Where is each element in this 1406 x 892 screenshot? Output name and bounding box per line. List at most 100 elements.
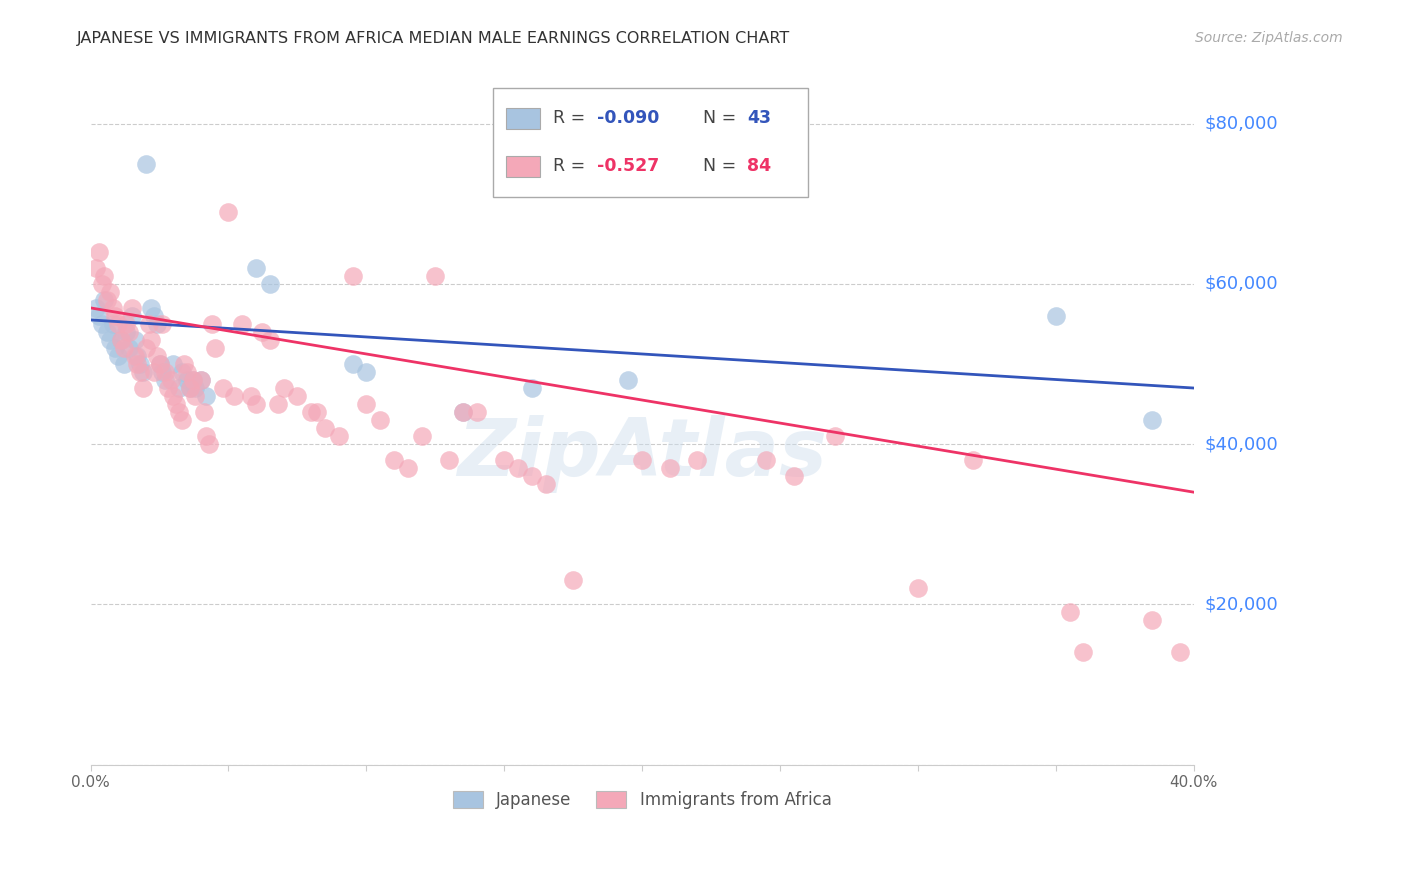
Point — [135, 157, 157, 171]
Point — [212, 381, 235, 395]
Point — [176, 365, 198, 379]
Point — [562, 574, 585, 588]
Point — [686, 453, 709, 467]
Point — [90, 277, 112, 291]
Point — [148, 357, 170, 371]
Text: R =: R = — [553, 110, 591, 128]
Point — [259, 277, 281, 291]
Point — [121, 301, 143, 315]
Point — [107, 349, 129, 363]
Point — [520, 381, 543, 395]
Point — [534, 477, 557, 491]
Point — [631, 453, 654, 467]
Point — [273, 381, 295, 395]
Point — [84, 260, 107, 275]
Point — [245, 397, 267, 411]
Text: $60,000: $60,000 — [1205, 275, 1278, 293]
Point — [382, 453, 405, 467]
Text: $80,000: $80,000 — [1205, 115, 1278, 133]
Point — [146, 349, 169, 363]
Point — [356, 365, 378, 379]
Point — [124, 349, 146, 363]
Point — [299, 405, 322, 419]
Point — [162, 389, 184, 403]
Point — [755, 453, 778, 467]
Point — [173, 357, 195, 371]
Point — [132, 381, 155, 395]
Point — [218, 204, 240, 219]
FancyBboxPatch shape — [506, 156, 540, 177]
Point — [96, 293, 118, 307]
Text: $40,000: $40,000 — [1205, 435, 1278, 453]
Point — [127, 349, 149, 363]
Point — [184, 389, 207, 403]
Point — [110, 333, 132, 347]
Point — [368, 413, 391, 427]
Point — [150, 317, 173, 331]
Point — [267, 397, 290, 411]
Point — [165, 397, 187, 411]
Point — [396, 461, 419, 475]
Point — [150, 365, 173, 379]
Point — [181, 373, 204, 387]
Text: Source: ZipAtlas.com: Source: ZipAtlas.com — [1195, 31, 1343, 45]
Point — [129, 357, 152, 371]
Point — [195, 389, 218, 403]
Point — [824, 429, 846, 443]
Point — [617, 373, 640, 387]
Point — [118, 325, 141, 339]
Point — [110, 333, 132, 347]
Point — [87, 309, 110, 323]
Point — [135, 341, 157, 355]
Text: N =: N = — [703, 110, 741, 128]
FancyBboxPatch shape — [506, 108, 540, 129]
Point — [195, 429, 218, 443]
Point — [1168, 645, 1191, 659]
Point — [222, 389, 245, 403]
Text: R =: R = — [553, 158, 591, 176]
Point — [132, 365, 155, 379]
Point — [658, 461, 681, 475]
Point — [170, 365, 193, 379]
Point — [520, 469, 543, 483]
Point — [198, 437, 221, 451]
Point — [115, 317, 138, 331]
Point — [1073, 645, 1095, 659]
Point — [190, 373, 212, 387]
Point — [179, 381, 201, 395]
Point — [115, 325, 138, 339]
Point — [250, 325, 273, 339]
Point — [96, 325, 118, 339]
Point — [98, 285, 121, 299]
Point — [167, 381, 190, 395]
Point — [181, 373, 204, 387]
Text: JAPANESE VS IMMIGRANTS FROM AFRICA MEDIAN MALE EARNINGS CORRELATION CHART: JAPANESE VS IMMIGRANTS FROM AFRICA MEDIA… — [77, 31, 790, 46]
Point — [305, 405, 328, 419]
Point — [231, 317, 253, 331]
Point — [112, 357, 135, 371]
Point — [162, 357, 184, 371]
FancyBboxPatch shape — [494, 87, 807, 197]
Point — [101, 301, 124, 315]
Point — [204, 341, 226, 355]
Point — [118, 341, 141, 355]
Point — [1059, 605, 1081, 619]
Point — [84, 301, 107, 315]
Text: 43: 43 — [747, 110, 770, 128]
Point — [107, 317, 129, 331]
Point — [127, 357, 149, 371]
Point — [314, 421, 336, 435]
Point — [451, 405, 474, 419]
Point — [1142, 613, 1164, 627]
Point — [138, 317, 160, 331]
Point — [328, 429, 350, 443]
Point — [245, 260, 267, 275]
Legend: Japanese, Immigrants from Africa: Japanese, Immigrants from Africa — [446, 785, 838, 816]
Point — [153, 373, 176, 387]
Point — [176, 373, 198, 387]
Point — [87, 244, 110, 259]
Text: $20,000: $20,000 — [1205, 595, 1278, 614]
Point — [1142, 413, 1164, 427]
Point — [190, 373, 212, 387]
Point — [342, 268, 364, 283]
